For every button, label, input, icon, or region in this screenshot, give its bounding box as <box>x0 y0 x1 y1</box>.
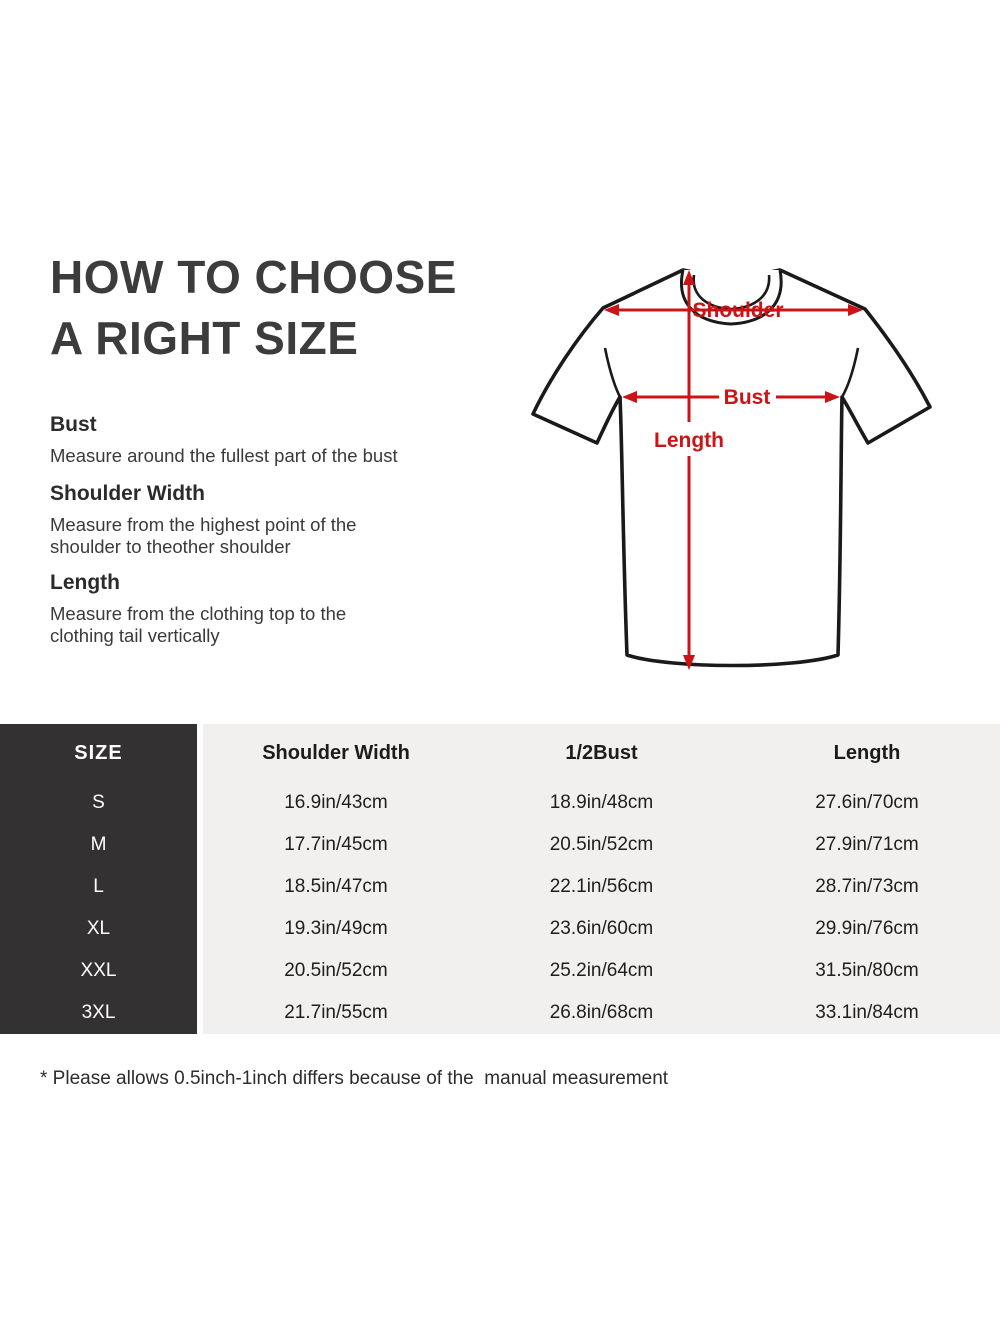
cell-s-length: 27.6in/70cm <box>734 782 1000 824</box>
bust-arrowhead-left <box>622 391 637 403</box>
cell-xxl-shoulder: 20.5in/52cm <box>203 950 469 992</box>
page-title: HOW TO CHOOSE A RIGHT SIZE <box>50 247 457 369</box>
length-arrowhead-bottom <box>683 655 695 670</box>
cell-3xl-bust: 26.8in/68cm <box>469 992 734 1034</box>
instruction-length-text-line2: clothing tail vertically <box>50 625 220 646</box>
tshirt-outline <box>531 268 932 668</box>
cell-l-bust: 22.1in/56cm <box>469 866 734 908</box>
row-label-xxl: XXL <box>0 950 203 992</box>
tshirt-diagram-svg: Shoulder Bust Length <box>531 268 932 670</box>
tshirt-measurement-diagram: Shoulder Bust Length <box>520 250 960 690</box>
instruction-shoulder-text-line2: shoulder to theother shoulder <box>50 536 291 557</box>
shoulder-arrowhead-left <box>604 304 619 316</box>
cell-xl-length: 29.9in/76cm <box>734 908 1000 950</box>
cell-xl-shoulder: 19.3in/49cm <box>203 908 469 950</box>
length-arrowhead-top <box>683 270 695 285</box>
instruction-length-text-line1: Measure from the clothing top to the <box>50 603 347 624</box>
cell-xxl-length: 31.5in/80cm <box>734 950 1000 992</box>
cell-3xl-length: 33.1in/84cm <box>734 992 1000 1034</box>
shoulder-arrowhead-right <box>848 304 863 316</box>
col-header-length: Length <box>734 724 1000 782</box>
page-title-line2: A RIGHT SIZE <box>50 312 359 364</box>
cell-m-bust: 20.5in/52cm <box>469 824 734 866</box>
bust-arrowhead-right <box>825 391 840 403</box>
page-title-line1: HOW TO CHOOSE <box>50 251 457 303</box>
row-label-xl: XL <box>0 908 203 950</box>
shoulder-label: Shoulder <box>692 299 783 322</box>
instruction-length: Length Measure from the clothing top to … <box>50 571 480 647</box>
row-label-3xl: 3XL <box>0 992 203 1034</box>
size-chart-table: SIZE Shoulder Width 1/2Bust Length S 16.… <box>0 724 1000 1034</box>
cell-xl-bust: 23.6in/60cm <box>469 908 734 950</box>
cell-m-length: 27.9in/71cm <box>734 824 1000 866</box>
col-header-size: SIZE <box>0 724 203 782</box>
instruction-shoulder-text-line1: Measure from the highest point of the <box>50 514 357 535</box>
cell-s-bust: 18.9in/48cm <box>469 782 734 824</box>
cell-m-shoulder: 17.7in/45cm <box>203 824 469 866</box>
instruction-bust-text: Measure around the fullest part of the b… <box>50 445 398 466</box>
cell-l-length: 28.7in/73cm <box>734 866 1000 908</box>
bust-label: Bust <box>724 386 771 409</box>
row-label-l: L <box>0 866 203 908</box>
cell-s-shoulder: 16.9in/43cm <box>203 782 469 824</box>
instruction-length-heading: Length <box>50 571 120 594</box>
left-armhole-seam <box>603 347 622 398</box>
right-armhole-seam <box>840 347 860 398</box>
cell-3xl-shoulder: 21.7in/55cm <box>203 992 469 1034</box>
measurement-disclaimer: * Please allows 0.5inch-1inch differs be… <box>40 1068 669 1089</box>
instruction-shoulder-heading: Shoulder Width <box>50 482 205 505</box>
cell-xxl-bust: 25.2in/64cm <box>469 950 734 992</box>
col-header-shoulder: Shoulder Width <box>203 724 469 782</box>
instruction-bust: Bust Measure around the fullest part of … <box>50 413 480 467</box>
col-header-bust: 1/2Bust <box>469 724 734 782</box>
cell-l-shoulder: 18.5in/47cm <box>203 866 469 908</box>
instruction-bust-heading: Bust <box>50 413 97 436</box>
row-label-m: M <box>0 824 203 866</box>
row-label-s: S <box>0 782 203 824</box>
length-label: Length <box>654 429 724 452</box>
instruction-shoulder-width: Shoulder Width Measure from the highest … <box>50 482 480 558</box>
